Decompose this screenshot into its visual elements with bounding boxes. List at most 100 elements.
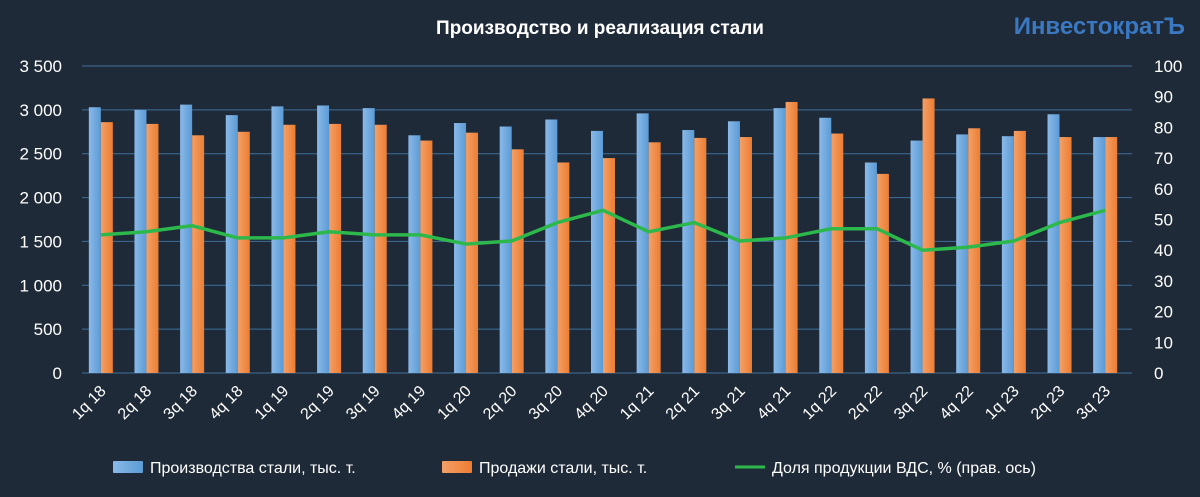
legend-swatch-sales <box>442 461 472 473</box>
production-bar <box>773 108 786 374</box>
x-tick-label: 2q 20 <box>480 383 520 423</box>
x-tick-label: 1q 22 <box>800 383 840 423</box>
x-tick-label: 3q 20 <box>526 383 566 423</box>
x-tick-label: 3q 18 <box>161 383 201 423</box>
y-tick-label: 1 000 <box>19 276 62 295</box>
y2-tick-label: 20 <box>1154 303 1173 322</box>
x-tick-label: 2q 18 <box>115 383 155 423</box>
production-bar <box>1093 137 1106 373</box>
sales-bar <box>1105 137 1118 373</box>
x-tick-label: 2q 23 <box>1028 383 1068 423</box>
x-tick-label: 3q 21 <box>708 383 748 423</box>
sales-bar <box>1013 130 1026 373</box>
x-tick-label: 1q 19 <box>252 383 292 423</box>
y2-tick-label: 100 <box>1154 57 1182 76</box>
legend-label-share: Доля продукции ВДС, % (прав. ось) <box>772 460 1036 477</box>
sales-bar <box>648 142 661 373</box>
production-bar <box>271 106 284 373</box>
x-tick-label: 4q 19 <box>389 383 429 423</box>
production-bar <box>1047 114 1060 373</box>
x-tick-label: 4q 21 <box>754 383 794 423</box>
sales-bar <box>922 98 935 373</box>
production-bar <box>362 108 375 374</box>
production-bar <box>317 105 330 373</box>
legend-swatch-production <box>113 461 143 473</box>
sales-bar <box>283 124 296 373</box>
brand-logo: ИнвестократЪ <box>1014 13 1185 40</box>
bars-group <box>88 98 1118 374</box>
sales-bar <box>511 149 524 373</box>
legend-label-production: Производства стали, тыс. т. <box>150 460 356 477</box>
sales-bar <box>831 133 844 373</box>
sales-bar <box>739 137 752 373</box>
legend: Производства стали, тыс. т. Продажи стал… <box>113 460 1036 477</box>
sales-bar <box>420 140 433 373</box>
y2-tick-label: 60 <box>1154 180 1173 199</box>
production-bar <box>454 123 467 373</box>
x-tick-label: 3q 23 <box>1074 383 1114 423</box>
sales-bar <box>374 124 387 373</box>
production-bar <box>910 140 923 373</box>
share-line-group <box>100 208 1106 252</box>
sales-bar <box>1059 137 1072 373</box>
x-tick-label: 1q 21 <box>617 383 657 423</box>
left-axis-ticks: 0 500 1 000 1 500 2 000 2 500 3 000 3 500 <box>19 57 62 383</box>
y2-tick-label: 30 <box>1154 272 1173 291</box>
sales-bar <box>603 158 615 373</box>
y-tick-label: 3 000 <box>19 101 62 120</box>
sales-bar <box>466 132 479 373</box>
production-bar <box>545 119 558 374</box>
x-tick-label: 3q 22 <box>891 383 931 423</box>
production-bar <box>88 107 101 374</box>
sales-bar <box>876 173 889 373</box>
production-bar <box>864 162 877 373</box>
production-bar <box>819 117 832 373</box>
sales-bar <box>192 135 205 373</box>
production-bar <box>408 135 421 373</box>
chart-title: Производство и реализация стали <box>436 18 764 39</box>
y2-tick-label: 70 <box>1154 149 1173 168</box>
production-bar <box>225 115 238 374</box>
x-tick-label: 4q 22 <box>937 383 977 423</box>
y-tick-label: 3 500 <box>19 57 62 76</box>
y-tick-label: 1 500 <box>19 232 62 251</box>
production-bar <box>591 130 603 373</box>
sales-bar <box>237 131 250 373</box>
x-tick-label: 2q 19 <box>298 383 338 423</box>
share-line <box>100 208 1106 252</box>
production-bar <box>134 109 147 373</box>
sales-bar <box>557 162 570 373</box>
y2-tick-label: 80 <box>1154 118 1173 137</box>
y2-tick-label: 10 <box>1154 333 1173 352</box>
y-tick-label: 500 <box>34 320 62 339</box>
x-tick-label: 2q 22 <box>845 383 885 423</box>
x-tick-label: 1q 23 <box>982 383 1022 423</box>
y2-tick-label: 0 <box>1154 364 1163 383</box>
sales-bar <box>329 123 342 374</box>
production-bar <box>956 134 969 373</box>
production-bar <box>1001 136 1014 373</box>
sales-bar <box>100 122 113 373</box>
y2-tick-label: 50 <box>1154 211 1173 230</box>
production-bar <box>727 121 740 373</box>
sales-bar <box>146 123 159 374</box>
x-tick-label: 1q 18 <box>69 383 109 423</box>
sales-bar <box>968 128 981 373</box>
y2-tick-label: 40 <box>1154 241 1173 260</box>
production-bar <box>682 130 695 373</box>
x-axis-ticks: 1q 18 2q 18 3q 18 4q 18 1q 19 2q 19 3q 19 4q 19… <box>69 383 1114 423</box>
y-tick-label: 2 000 <box>19 189 62 208</box>
x-tick-label: 4q 20 <box>571 383 611 423</box>
production-bar <box>499 126 512 373</box>
sales-bar <box>694 137 707 373</box>
y-tick-label: 2 500 <box>19 145 62 164</box>
x-tick-label: 2q 21 <box>663 383 703 423</box>
production-bar <box>636 113 649 373</box>
x-tick-label: 1q 20 <box>435 383 475 423</box>
legend-label-sales: Продажи стали, тыс. т. <box>479 460 647 477</box>
production-bar <box>180 104 193 373</box>
y2-tick-label: 90 <box>1154 88 1173 107</box>
y-tick-label: 0 <box>53 364 62 383</box>
right-axis-ticks: 0 10 20 30 40 50 60 70 80 90 100 <box>1154 57 1182 383</box>
